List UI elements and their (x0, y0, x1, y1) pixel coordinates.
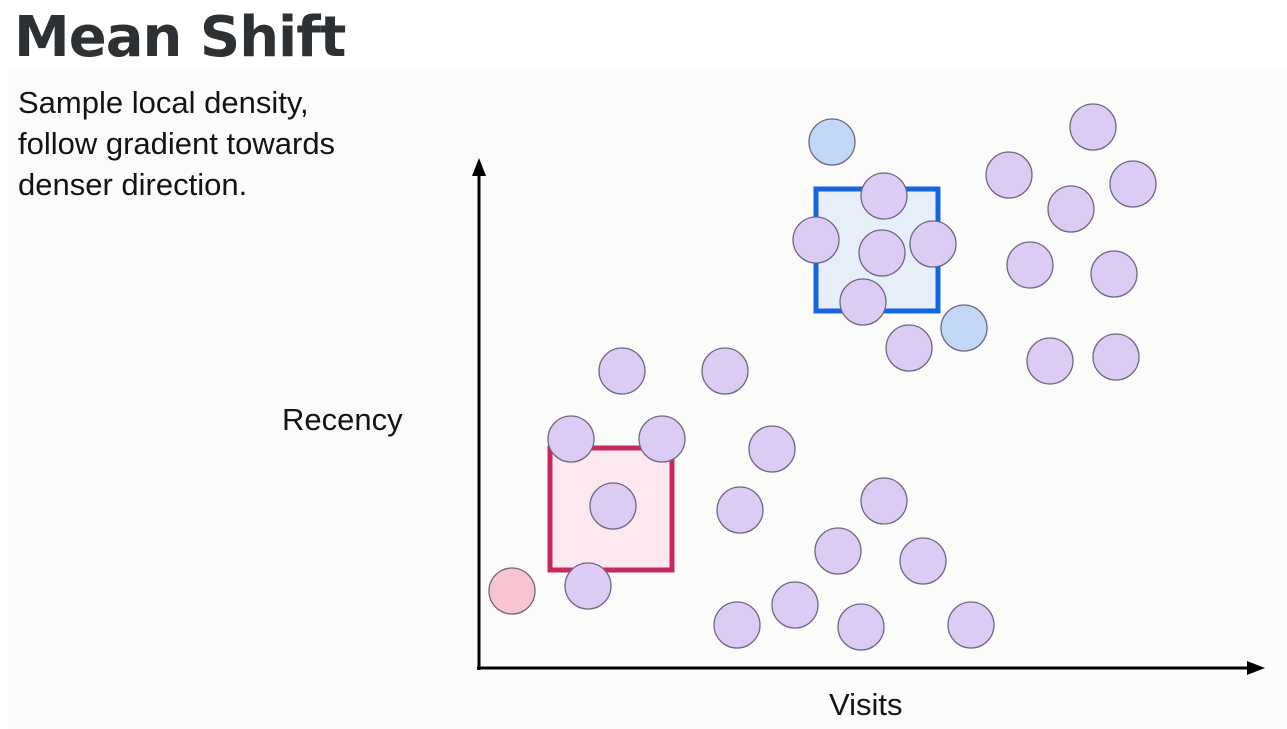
data-point (909, 220, 957, 268)
data-point (1047, 185, 1095, 233)
data-point (947, 601, 995, 649)
description-line-1: Sample local density, (18, 85, 309, 120)
data-point (1006, 241, 1054, 289)
slide-title: Mean Shift (14, 5, 346, 70)
data-points (488, 103, 1157, 651)
description-line-3: denser direction. (18, 167, 248, 202)
data-point-highlight-red (488, 567, 536, 615)
data-point (1069, 103, 1117, 151)
data-point (1026, 337, 1074, 385)
data-point (547, 415, 595, 463)
data-point (899, 537, 947, 585)
data-point (716, 486, 764, 534)
data-point (589, 482, 637, 530)
data-point (748, 425, 796, 473)
data-point (713, 601, 761, 649)
data-point (598, 347, 646, 395)
data-point (701, 347, 749, 395)
data-point (792, 216, 840, 264)
data-point (1092, 333, 1140, 381)
data-point (885, 324, 933, 372)
x-axis-label: Visits (829, 687, 903, 722)
y-axis-label: Recency (282, 402, 403, 437)
data-point (985, 151, 1033, 199)
data-point (839, 278, 887, 326)
data-point-highlight-blue (940, 304, 988, 352)
slide-panel (8, 68, 1287, 729)
data-point (860, 172, 908, 220)
description: Sample local density, follow gradient to… (18, 82, 438, 205)
data-point (638, 415, 686, 463)
description-line-2: follow gradient towards (18, 126, 336, 161)
data-point (771, 581, 819, 629)
data-point (860, 477, 908, 525)
data-point (1090, 250, 1138, 298)
data-point-highlight-blue (808, 118, 856, 166)
y-axis-arrow-icon (472, 158, 486, 176)
data-point (837, 603, 885, 651)
data-point (858, 229, 906, 277)
data-point (564, 562, 612, 610)
data-point (814, 527, 862, 575)
x-axis-arrow-icon (1247, 661, 1265, 675)
data-point (1109, 160, 1157, 208)
